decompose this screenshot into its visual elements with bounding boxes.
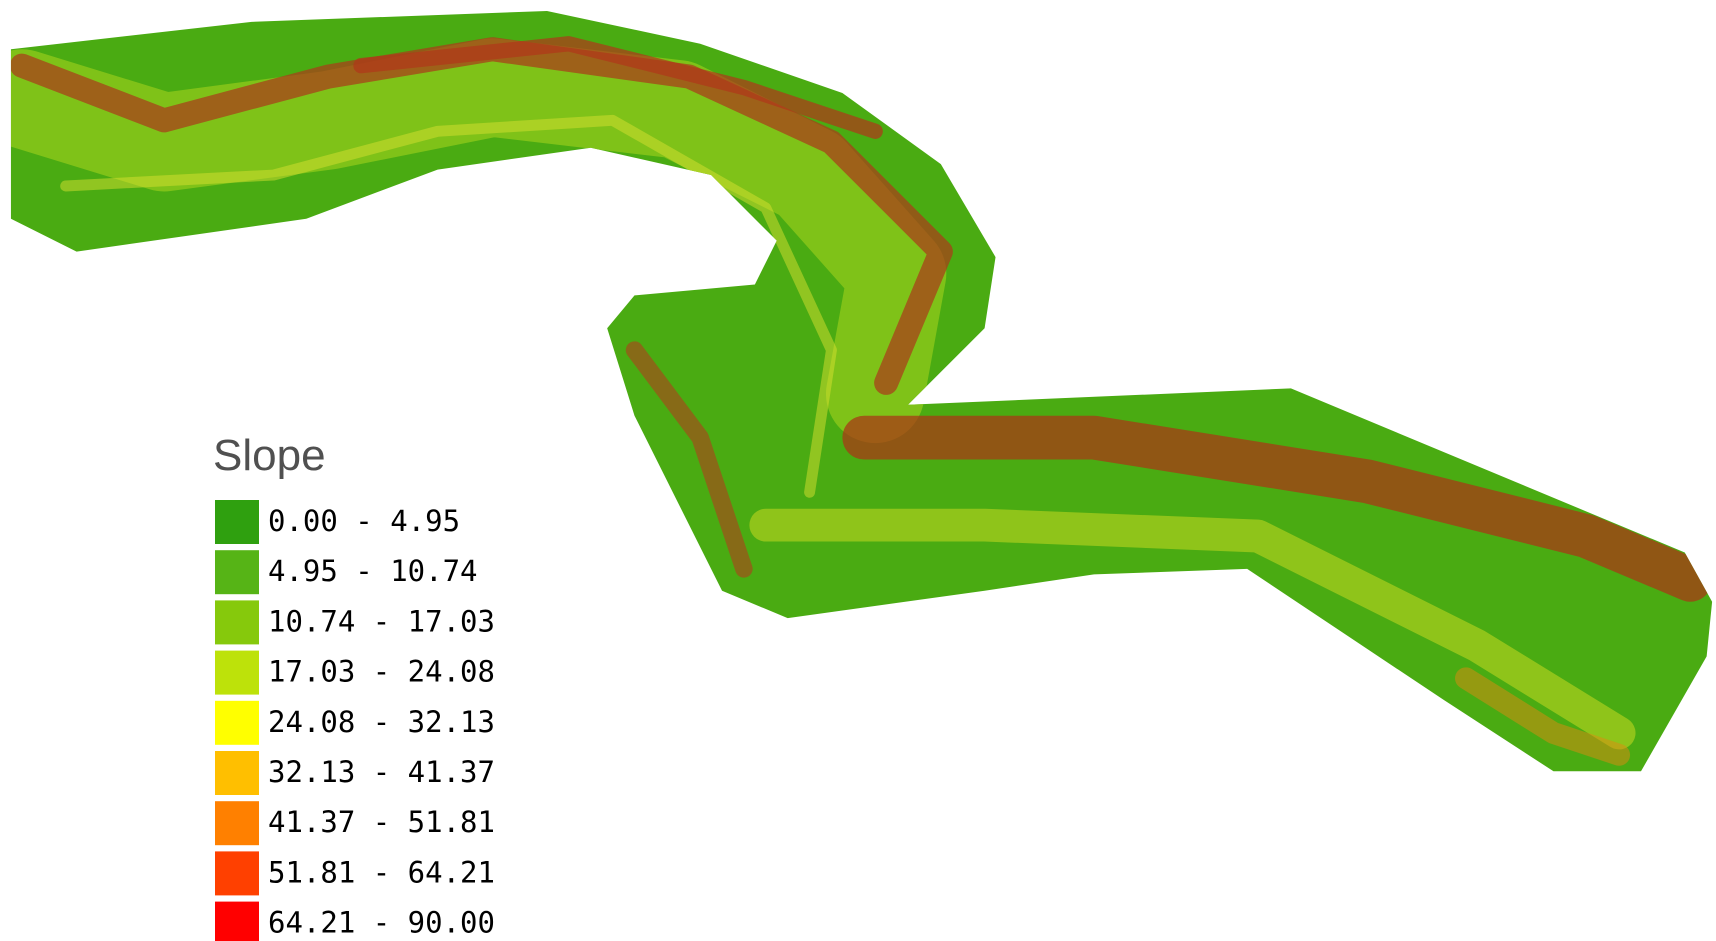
legend-swatch [215,701,259,745]
legend-swatch [215,600,259,644]
legend-label: 51.81 - 64.21 [268,855,495,889]
legend: 0.00 - 4.95 4.95 - 10.74 10.74 - 17.03 17.0… [215,500,495,941]
slope-raster [11,11,1712,771]
legend-label: 17.03 - 24.08 [268,655,495,689]
legend-label: 24.08 - 32.13 [268,705,495,739]
legend-label: 0.00 - 4.95 [268,504,460,538]
page: {"legend": {"title": "Slope", "items": [… [0,0,1716,941]
legend-swatch [215,651,259,695]
legend-label: 32.13 - 41.37 [268,755,495,789]
legend-swatch [215,751,259,795]
map: Slope 0.00 - 4.95 4.95 - 10.74 10.74 - 17.… [0,0,1716,941]
legend-label: 10.74 - 17.03 [268,604,495,638]
legend-title: Slope [213,431,326,480]
legend-swatch [215,550,259,594]
legend-label: 4.95 - 10.74 [268,554,478,588]
legend-swatch [215,500,259,544]
legend-label: 41.37 - 51.81 [268,805,495,839]
legend-swatch [215,851,259,895]
legend-label: 64.21 - 90.00 [268,906,495,940]
legend-swatch [215,801,259,845]
legend-swatch [215,902,259,941]
